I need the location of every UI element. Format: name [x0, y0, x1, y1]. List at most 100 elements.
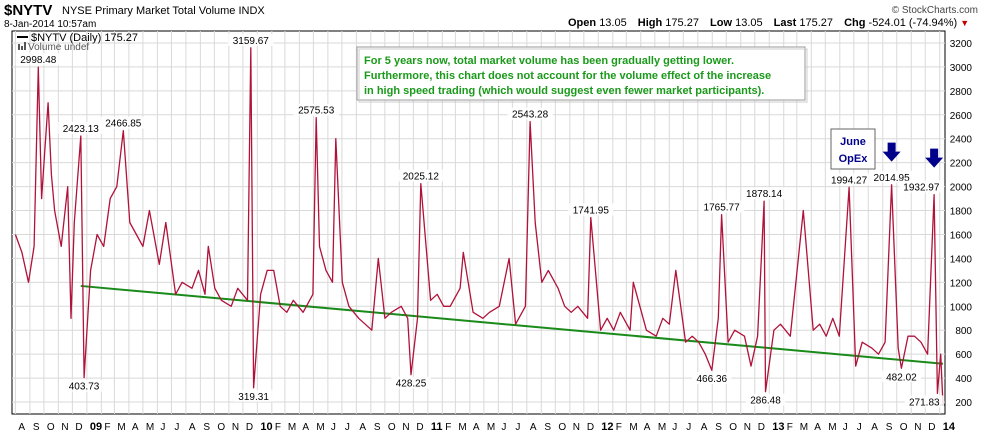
data-label-bg	[398, 169, 444, 182]
x-tick-label: O	[388, 422, 396, 433]
y-tick-label: 1800	[950, 207, 973, 218]
x-tick-label: A	[359, 422, 366, 433]
x-tick-label: J	[174, 422, 179, 433]
volume-bars-icon	[18, 42, 26, 50]
x-tick-label: O	[729, 422, 737, 433]
x-tick-label: F	[445, 422, 451, 433]
trend-line-group	[80, 284, 944, 365]
data-label: 2466.85	[105, 119, 142, 130]
symbol-name: NYSE Primary Market Total Volume	[62, 5, 236, 17]
x-tick-label: M	[316, 422, 324, 433]
x-tick-label: J	[345, 422, 350, 433]
y-tick-label: 2800	[950, 87, 973, 98]
data-label-bg	[698, 200, 745, 213]
low-label: Low	[710, 17, 733, 29]
x-tick-label: F	[104, 422, 110, 433]
x-tick-label: M	[828, 422, 836, 433]
last-value: 175.27	[799, 17, 834, 29]
data-label: 271.83	[909, 397, 940, 408]
data-label-bg	[391, 376, 431, 389]
x-tick-label: N	[402, 422, 409, 433]
x-tick-label: N	[232, 422, 239, 433]
opex-marker-box: June OpEx	[830, 128, 876, 170]
data-label-bg	[228, 33, 274, 46]
data-label-bg	[745, 393, 786, 406]
x-tick-label: D	[75, 422, 82, 433]
x-tick-label: A	[871, 422, 878, 433]
x-tick-label: F	[616, 422, 622, 433]
data-label: 466.36	[697, 374, 728, 385]
x-tick-label: S	[374, 422, 381, 433]
data-label: 2575.53	[298, 106, 335, 117]
x-tick-label: A	[701, 422, 708, 433]
quote-bar: Open 13.05 High 175.27 Low 13.05 Last 17…	[568, 17, 969, 29]
data-label-bg	[826, 173, 872, 186]
legend-volume-label: Volume undef	[28, 42, 89, 53]
symbol-title: $NYTV	[4, 2, 53, 19]
x-tick-label-year: 11	[431, 421, 443, 433]
x-tick-label: M	[800, 422, 808, 433]
open-label: Open	[568, 17, 597, 29]
y-tick-label: 3200	[950, 39, 973, 50]
trend-line	[80, 284, 944, 365]
x-tick-label: O	[558, 422, 566, 433]
chg-label: Chg	[844, 17, 866, 29]
x-tick-label-year: 09	[90, 421, 102, 433]
annotation-box: For 5 years now, total market volume has…	[356, 46, 808, 103]
data-label-bg	[58, 121, 104, 134]
series-line	[14, 47, 944, 406]
x-tick-label: O	[47, 422, 55, 433]
x-tick-label: M	[146, 422, 154, 433]
data-label: 1994.27	[831, 175, 868, 186]
x-tick-label: A	[132, 422, 139, 433]
down-arrow-icon	[882, 142, 901, 162]
data-label-bg	[692, 372, 732, 385]
annotation-line-2: Furthermore, this chart does not account…	[364, 70, 771, 82]
x-tick-label: J	[672, 422, 677, 433]
x-tick-label: M	[117, 422, 125, 433]
y-tick-label: 3000	[950, 63, 973, 74]
stockcharts-logo[interactable]: © StockCharts.com	[891, 5, 978, 16]
annotation-line-1: For 5 years now, total market volume has…	[364, 55, 734, 67]
y-tick-label: 200	[955, 398, 972, 409]
x-tick-label: A	[644, 422, 651, 433]
data-label-bg	[15, 53, 61, 66]
x-tick-label: M	[458, 422, 466, 433]
y-tick-label: 2000	[950, 183, 973, 194]
data-label: 2543.28	[512, 110, 549, 121]
x-tick-label: M	[487, 422, 495, 433]
x-tick-label: D	[928, 422, 935, 433]
x-tick-label: S	[203, 422, 210, 433]
x-tick-label: N	[573, 422, 580, 433]
data-label: 2998.48	[20, 55, 57, 66]
y-tick-label: 400	[955, 374, 972, 385]
y-tick-label: 1400	[950, 254, 973, 265]
x-tick-label: N	[744, 422, 751, 433]
data-label-bg	[741, 187, 787, 200]
data-label: 1765.77	[704, 203, 741, 214]
x-tick-label: J	[160, 422, 165, 433]
data-label: 482.02	[886, 372, 917, 383]
x-tick-label: J	[686, 422, 691, 433]
y-tick-label: 2600	[950, 111, 973, 122]
data-label-bg	[904, 395, 944, 408]
x-tick-label: D	[416, 422, 423, 433]
x-tick-label: D	[246, 422, 253, 433]
high-value: 175.27	[665, 17, 699, 29]
data-label: 286.48	[750, 396, 781, 407]
x-tick-label: A	[814, 422, 821, 433]
y-tick-label: 1000	[950, 302, 973, 313]
legend: $NYTV (Daily) 175.27 Volume undef	[17, 32, 138, 53]
x-tick-label: M	[288, 422, 296, 433]
x-tick-label: F	[787, 422, 793, 433]
x-tick-label: A	[18, 422, 25, 433]
x-tick-label: O	[217, 422, 225, 433]
data-label: 319.31	[238, 392, 269, 403]
data-label-bg	[868, 170, 915, 183]
data-label-bg	[64, 379, 104, 392]
data-label: 1878.14	[746, 189, 783, 200]
y-tick-label: 600	[955, 350, 972, 361]
data-label: 2025.12	[403, 172, 440, 183]
data-label-bg	[293, 103, 339, 116]
